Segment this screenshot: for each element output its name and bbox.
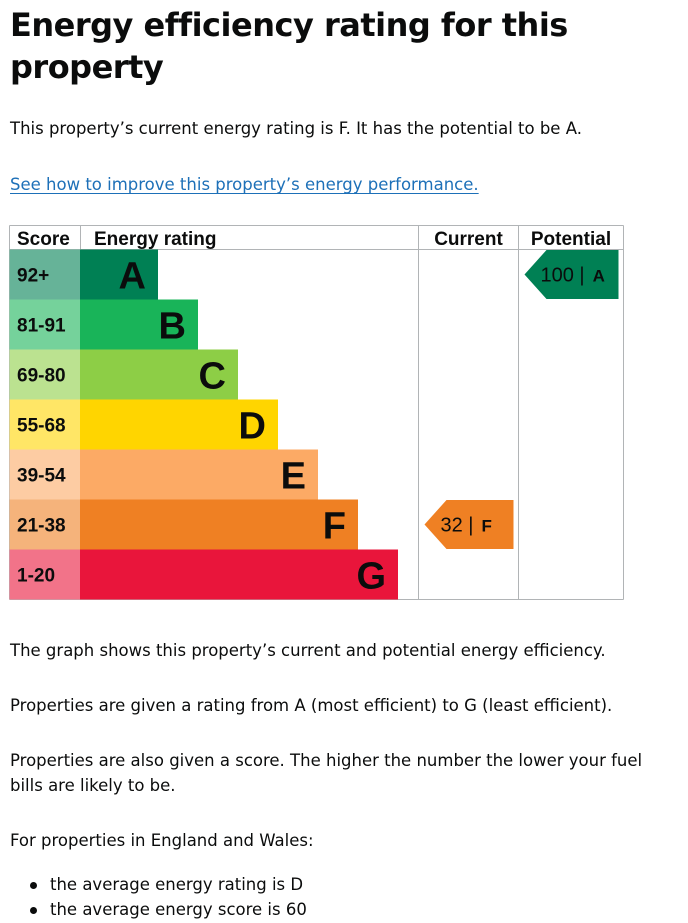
band-score-cell [9, 449, 81, 500]
potential-rating-marker: 100 | A [524, 250, 619, 299]
band-e: 39-54 E [9, 449, 318, 500]
marker-score: 100 | [541, 265, 585, 287]
score-explanation-text: Properties are also given a score. The h… [10, 751, 643, 795]
band-g: 1-20 G [9, 549, 398, 600]
band-score-cell [9, 349, 81, 400]
header-score: Score [17, 229, 70, 250]
band-bar [80, 499, 358, 550]
current-rating-marker: 32 | F [424, 500, 514, 549]
band-bar [80, 399, 278, 450]
band-b: 81-91 B [9, 299, 198, 350]
band-letter: D [239, 406, 266, 448]
marker-arrow [424, 500, 514, 549]
region-text: For properties in England and Wales: [10, 831, 314, 850]
band-letter: F [323, 506, 346, 548]
band-score-cell [9, 399, 81, 450]
band-score-range: 69-80 [17, 366, 66, 387]
rating-range-text: Properties are given a rating from A (mo… [10, 696, 613, 715]
band-bar [80, 349, 238, 400]
band-bar [80, 299, 198, 350]
marker-arrow [524, 250, 619, 299]
marker-band: A [593, 267, 605, 286]
header-energy-rating: Energy rating [94, 229, 216, 250]
band-letter: C [199, 356, 226, 398]
header-current: Current [434, 229, 503, 250]
band-letter: G [356, 556, 386, 598]
band-score-range: 21-38 [17, 516, 66, 537]
improve-performance-link[interactable]: See how to improve this property’s energ… [10, 175, 479, 194]
intro-text: This property’s current energy rating is… [10, 119, 582, 138]
chart-headers: Score Energy rating Current Potential [17, 229, 611, 250]
band-score-range: 92+ [17, 266, 49, 287]
average-rating-item: the average energy rating is D [10, 872, 307, 897]
band-score-cell [9, 299, 81, 350]
band-score-cell [9, 249, 81, 300]
band-letter: B [159, 306, 186, 348]
band-bar [80, 249, 158, 300]
marker-label: 32 | F [441, 515, 492, 537]
band-score-range: 81-91 [17, 316, 66, 337]
band-score-range: 1-20 [17, 566, 55, 587]
marker-score: 32 | [441, 515, 474, 537]
band-letter: A [119, 256, 146, 298]
band-score-range: 39-54 [17, 466, 66, 487]
header-potential: Potential [531, 229, 611, 250]
band-c: 69-80 C [9, 349, 238, 400]
marker-band: F [482, 517, 492, 536]
graph-caption: The graph shows this property’s current … [10, 641, 606, 660]
band-bar [80, 549, 398, 600]
band-score-cell [9, 549, 81, 600]
band-score-cell [9, 499, 81, 550]
rating-bands: 92+ A 81-91 B 69-80 C 55-68 D 39-54 E 21-38 F 1-20 G [9, 249, 398, 600]
page-title: Energy efficiency rating for this proper… [10, 6, 568, 86]
band-f: 21-38 F [9, 499, 358, 550]
band-bar [80, 449, 318, 500]
band-score-range: 55-68 [17, 416, 66, 437]
average-score-item: the average energy score is 60 [10, 897, 307, 922]
band-a: 92+ A [9, 249, 158, 300]
energy-rating-chart: Score Energy rating Current Potential 92+ A8… [9, 225, 624, 600]
band-letter: E [281, 456, 306, 498]
band-d: 55-68 D [9, 399, 278, 450]
averages-list: the average energy rating is D the avera… [10, 872, 307, 922]
marker-label: 100 | A [541, 265, 605, 287]
